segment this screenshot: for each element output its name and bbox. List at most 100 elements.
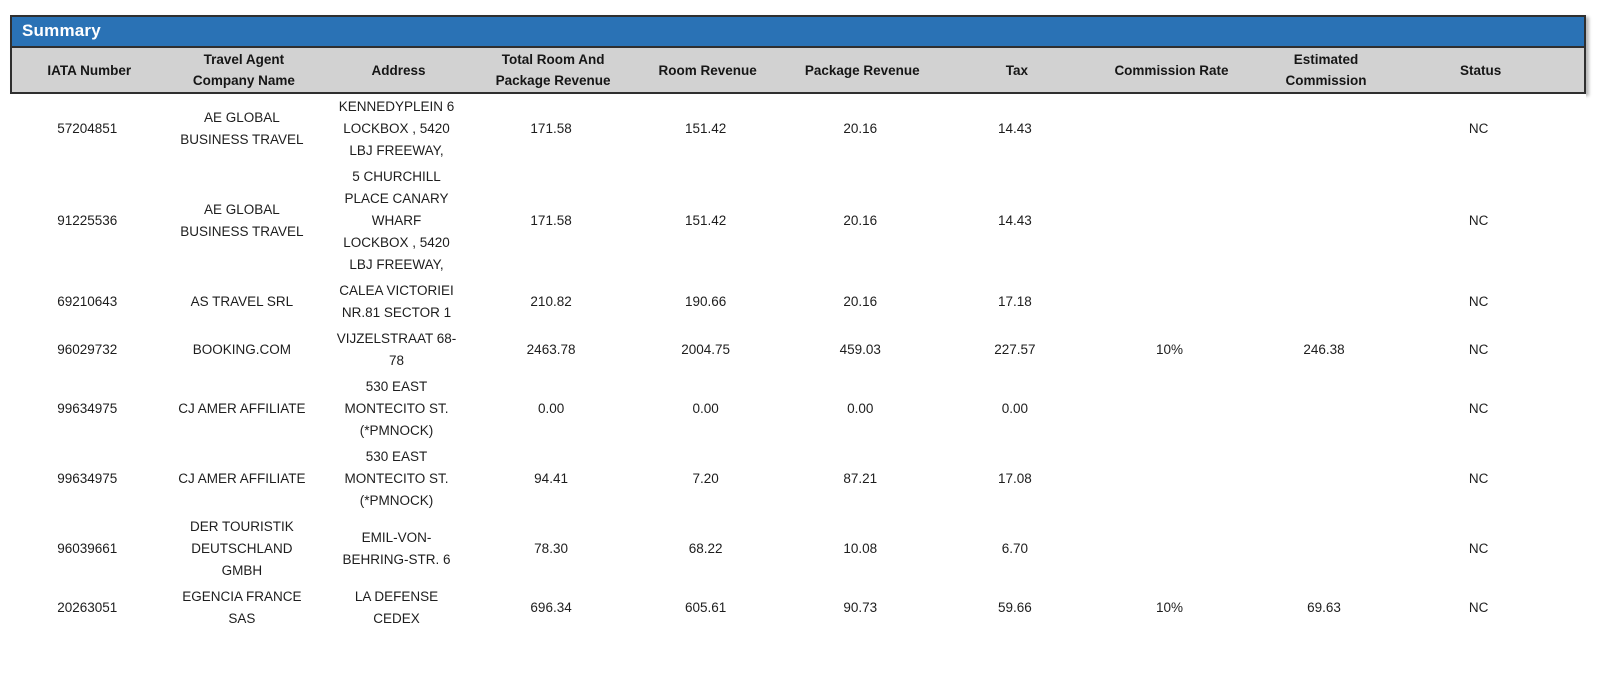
cell-commission_rate [1092,278,1247,326]
table-header-block: Summary IATA Number Travel Agent Company … [10,15,1586,94]
column-header-company: Travel Agent Company Name [192,52,295,88]
cell-estimated_commission [1247,164,1402,278]
cell-company: AE GLOBAL BUSINESS TRAVEL [180,110,304,147]
cell-commission_rate [1092,374,1247,444]
cell-room_revenue: 151.42 [685,121,727,136]
cell-address: 5 CHURCHILL PLACE CANARY WHARF LOCKBOX ,… [343,169,450,272]
cell-room_revenue: 605.61 [685,600,727,615]
column-header-estimated_commission: Estimated Commission [1285,52,1367,88]
column-header-package_revenue: Package Revenue [804,62,920,78]
cell-address: VIJZELSTRAAT 68- 78 [336,331,457,368]
cell-iata: 20263051 [57,600,118,615]
cell-iata: 96029732 [57,342,118,357]
cell-tax: 59.66 [997,600,1032,615]
summary-report: Summary IATA Number Travel Agent Company … [10,15,1586,632]
cell-estimated_commission [1247,514,1402,584]
cell-estimated_commission [1247,94,1402,164]
cell-estimated_commission [1247,444,1402,514]
cell-address: 530 EAST MONTECITO ST. (*PMNOCK) [344,449,449,508]
cell-company: EGENCIA FRANCE SAS [182,589,302,626]
cell-package_revenue: 10.08 [843,541,878,556]
cell-status: NC [1468,213,1489,228]
cell-iata: 57204851 [57,121,118,136]
cell-status: NC [1468,121,1489,136]
cell-room_revenue: 0.00 [692,401,719,416]
table-row: 96029732 BOOKING.COM VIJZELSTRAAT 68- 78 24… [10,326,1586,374]
cell-tax: 0.00 [1001,401,1028,416]
cell-room_revenue: 2004.75 [681,342,731,357]
cell-room_revenue: 190.66 [685,294,727,309]
cell-company: BOOKING.COM [192,342,292,357]
cell-estimated_commission [1247,278,1402,326]
cell-commission_rate: 10% [1155,342,1183,357]
table-header-row: IATA Number Travel Agent Company Name Addr… [12,48,1584,92]
table-row: 69210643 AS TRAVEL SRL CALEA VICTORIEI NR.… [10,278,1586,326]
table-row: 91225536 AE GLOBAL BUSINESS TRAVEL 5 CHURC… [10,164,1586,278]
cell-package_revenue: 87.21 [843,471,878,486]
cell-package_revenue: 0.00 [847,401,874,416]
cell-iata: 99634975 [57,401,118,416]
table-row: 99634975 CJ AMER AFFILIATE 530 EAST MONTEC… [10,374,1586,444]
cell-company: CJ AMER AFFILIATE [178,401,306,416]
cell-total_revenue: 696.34 [530,600,572,615]
cell-tax: 14.43 [997,121,1032,136]
cell-total_revenue: 78.30 [534,541,568,556]
cell-tax: 227.57 [994,342,1036,357]
column-header-address: Address [371,62,426,78]
cell-package_revenue: 90.73 [843,600,878,615]
cell-address: LA DEFENSE CEDEX [354,589,439,626]
table-row: 20263051 EGENCIA FRANCE SAS LA DEFENSE CED… [10,584,1586,632]
cell-address: EMIL-VON- BEHRING-STR. 6 [342,530,451,567]
cell-estimated_commission [1247,374,1402,444]
cell-commission_rate [1092,514,1247,584]
cell-total_revenue: 171.58 [530,121,572,136]
cell-status: NC [1468,541,1489,556]
cell-package_revenue: 20.16 [843,121,878,136]
cell-room_revenue: 68.22 [688,541,723,556]
cell-status: NC [1468,294,1489,309]
cell-total_revenue: 210.82 [530,294,572,309]
cell-status: NC [1468,471,1489,486]
cell-tax: 6.70 [1001,541,1028,556]
cell-room_revenue: 7.20 [692,471,719,486]
cell-commission_rate: 10% [1155,600,1183,615]
cell-total_revenue: 171.58 [530,213,572,228]
table-row: 99634975 CJ AMER AFFILIATE 530 EAST MONTEC… [10,444,1586,514]
cell-address: KENNEDYPLEIN 6 LOCKBOX , 5420 LBJ FREEWA… [338,99,455,158]
summary-title: Summary [22,21,101,40]
summary-title-bar: Summary [12,17,1584,48]
cell-company: DER TOURISTIK DEUTSCHLAND GMBH [190,519,294,578]
cell-company: AS TRAVEL SRL [190,294,294,309]
cell-iata: 91225536 [57,213,118,228]
cell-package_revenue: 20.16 [843,294,878,309]
cell-tax: 14.43 [997,213,1032,228]
cell-tax: 17.18 [997,294,1032,309]
column-header-status: Status [1460,62,1502,78]
cell-commission_rate [1092,164,1247,278]
column-header-total_revenue: Total Room And Package Revenue [495,52,611,88]
column-header-room_revenue: Room Revenue [658,62,757,78]
table-row: 57204851 AE GLOBAL BUSINESS TRAVEL KENNEDY… [10,94,1586,164]
table-row: 96039661 DER TOURISTIK DEUTSCHLAND GMBH EM… [10,514,1586,584]
cell-package_revenue: 20.16 [843,213,878,228]
cell-iata: 99634975 [57,471,118,486]
column-header-iata: IATA Number [47,62,132,78]
cell-tax: 17.08 [997,471,1032,486]
cell-status: NC [1468,600,1489,615]
cell-total_revenue: 94.41 [534,471,568,486]
cell-room_revenue: 151.42 [685,213,727,228]
cell-commission_rate [1092,94,1247,164]
cell-company: AE GLOBAL BUSINESS TRAVEL [180,202,304,239]
cell-estimated_commission: 69.63 [1307,600,1341,615]
cell-total_revenue: 2463.78 [526,342,576,357]
cell-total_revenue: 0.00 [537,401,565,416]
column-header-tax: Tax [1005,62,1028,78]
cell-iata: 96039661 [57,541,118,556]
cell-address: CALEA VICTORIEI NR.81 SECTOR 1 [339,283,454,320]
table-body: 57204851 AE GLOBAL BUSINESS TRAVEL KENNEDY… [10,94,1586,632]
cell-company: CJ AMER AFFILIATE [178,471,306,486]
cell-address: 530 EAST MONTECITO ST. (*PMNOCK) [344,379,449,438]
cell-iata: 69210643 [57,294,118,309]
cell-status: NC [1468,401,1489,416]
column-header-commission_rate: Commission Rate [1114,62,1229,78]
